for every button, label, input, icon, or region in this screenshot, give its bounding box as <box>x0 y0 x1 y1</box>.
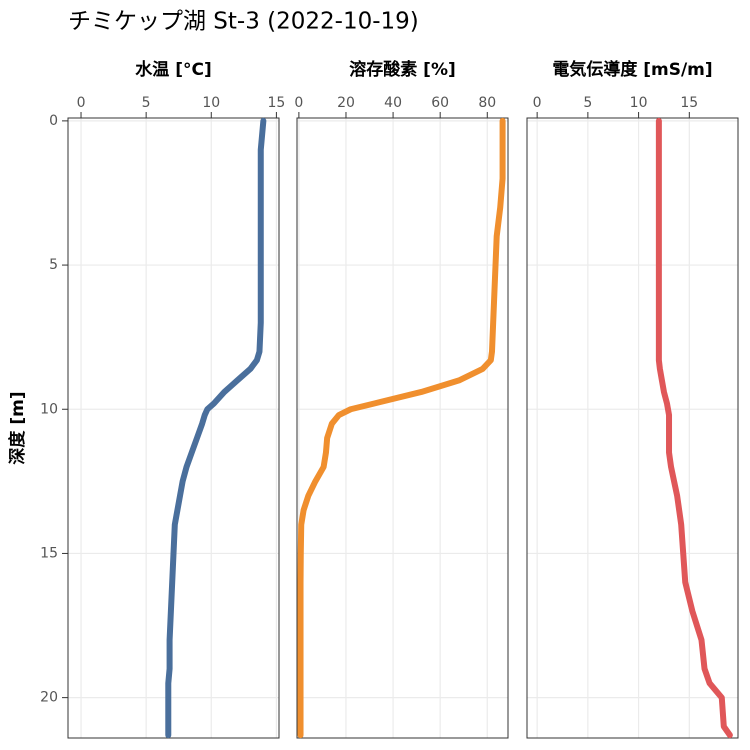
chart-title: チミケップ湖 St-3 (2022-10-19) <box>68 9 419 35</box>
x-tick-label: 60 <box>431 95 449 111</box>
y-tick-label: 0 <box>49 113 58 129</box>
x-tick-label: 80 <box>478 95 496 111</box>
y-tick-label: 20 <box>40 690 58 706</box>
x-tick-label: 20 <box>337 95 355 111</box>
y-tick-label: 10 <box>40 401 58 417</box>
panel-title: 電気伝導度 [mS/m] <box>552 59 712 80</box>
x-tick-label: 5 <box>142 95 151 111</box>
data-line <box>165 117 267 739</box>
x-tick-label: 40 <box>384 95 402 111</box>
panel-background <box>527 118 738 738</box>
data-line <box>297 117 506 739</box>
data-line <box>655 117 733 739</box>
panel-border <box>526 117 739 739</box>
y-tick-label: 15 <box>40 545 58 561</box>
x-tick-label: 0 <box>533 95 542 111</box>
panel-border <box>296 117 509 739</box>
x-tick-label: 15 <box>267 95 285 111</box>
x-tick-label: 10 <box>202 95 220 111</box>
panel-background <box>68 118 279 738</box>
y-axis-label: 深度 [m] <box>7 391 28 464</box>
x-tick-label: 5 <box>583 95 592 111</box>
panel-title: 水温 [°C] <box>135 59 211 80</box>
x-tick-label: 0 <box>294 95 303 111</box>
x-tick-label: 15 <box>680 95 698 111</box>
y-tick-label: 5 <box>49 257 58 273</box>
x-tick-label: 0 <box>77 95 86 111</box>
panel-border <box>67 117 280 739</box>
panel-title: 溶存酸素 [%] <box>349 59 456 80</box>
x-tick-label: 10 <box>630 95 648 111</box>
